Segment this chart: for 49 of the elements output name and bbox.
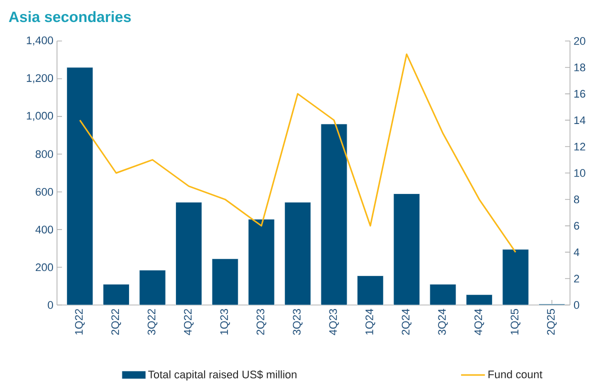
legend-label: Fund count <box>488 370 542 378</box>
bar <box>176 202 202 305</box>
x-tick-label: 1Q22 <box>75 309 85 334</box>
x-tick-label: 2Q22 <box>111 309 122 335</box>
bar <box>212 258 238 305</box>
y2-tick-label: 8 <box>574 196 580 204</box>
chart-title: Asia secondaries <box>8 11 131 22</box>
y2-tick-label: 16 <box>574 90 586 98</box>
bar <box>248 219 275 305</box>
x-tick-label: 4Q23 <box>329 309 339 336</box>
y2-tick-label: 6 <box>574 222 580 230</box>
x-tick-label: 2Q24 <box>402 308 412 335</box>
x-tick-label: 2Q23 <box>256 309 266 335</box>
y2-tick-label: 18 <box>574 64 586 72</box>
y2-tick-label: 12 <box>574 142 586 150</box>
x-tick-label: 4Q22 <box>184 309 194 336</box>
bar <box>357 276 384 305</box>
y2-tick-label: 14 <box>574 116 586 124</box>
x-tick-label: 3Q23 <box>292 309 303 335</box>
bar <box>393 194 420 305</box>
x-tick-label: 2Q25 <box>547 308 557 335</box>
x-tick-label: 1Q24 <box>365 308 376 334</box>
y2-tick-label: 10 <box>574 169 586 177</box>
legend-label: Total capital raised US$ million <box>148 370 296 381</box>
x-tick-label: 3Q24 <box>438 308 448 335</box>
bar <box>430 284 456 305</box>
bar <box>139 270 166 305</box>
bar <box>284 202 311 305</box>
bar <box>502 249 529 305</box>
line-series <box>79 53 516 253</box>
x-tick-label: 1Q25 <box>510 308 520 334</box>
x-tick-label: 4Q24 <box>474 308 484 336</box>
y-tick-label: 1,000 <box>26 112 54 121</box>
y-tick-label: 1,200 <box>26 74 54 84</box>
y-tick-label: 1,400 <box>26 36 54 46</box>
y2-tick-label: 4 <box>574 248 580 256</box>
y-tick-label: 800 <box>36 150 54 158</box>
bar <box>102 284 130 305</box>
y2-tick-label: 2 <box>574 274 580 282</box>
y-tick-label: 200 <box>36 263 54 272</box>
y-tick-label: 400 <box>35 226 54 234</box>
bar <box>320 124 348 305</box>
x-tick-label: 3Q22 <box>148 309 158 335</box>
y-tick-label: 600 <box>36 188 54 196</box>
x-tick-label: 1Q23 <box>220 309 230 334</box>
y-tick-label: 0 <box>48 301 54 309</box>
y2-tick-label: 20 <box>574 37 586 45</box>
y2-tick-label: 0 <box>574 301 580 309</box>
bar <box>66 67 94 305</box>
